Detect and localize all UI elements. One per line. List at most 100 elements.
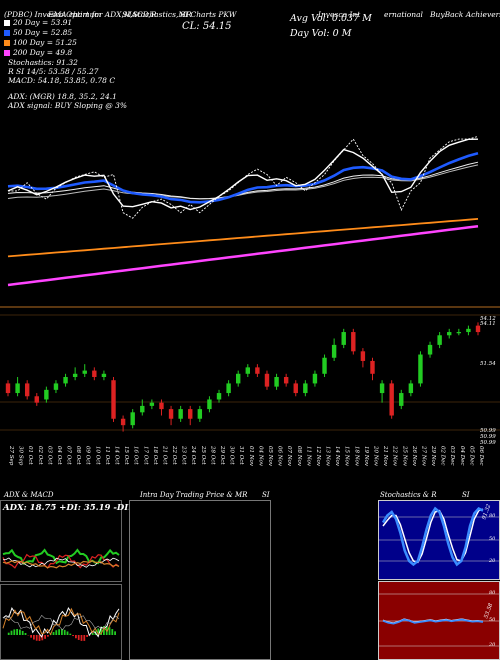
rsi-tick-80: 80 — [489, 590, 496, 596]
candle-body — [149, 402, 155, 406]
candle-body — [399, 393, 404, 406]
date-tick-label: 09 Oct — [85, 446, 91, 465]
candle-body — [283, 377, 289, 384]
candle-body — [236, 373, 241, 384]
candle-body — [72, 373, 78, 377]
ema200-line — [7, 218, 479, 258]
date-tick-label: 25 Nov — [401, 445, 407, 467]
date-tick-label: 02 Oct — [37, 446, 43, 465]
ema50-label: 50 Day = 52.85 — [13, 28, 73, 37]
stoch-tick-80: 80 — [489, 513, 496, 519]
date-tick-label: 03 Oct — [46, 446, 52, 465]
date-tick-label: 15 Oct — [123, 446, 129, 465]
rsi-panel: 80 50 20 53.58 — [378, 581, 500, 660]
date-tick-label: 01 Nov — [248, 446, 254, 467]
candle-body — [360, 351, 366, 361]
ema50-swatch — [4, 30, 10, 36]
macd-histogram-bar — [97, 628, 100, 635]
date-tick-label: 26 Nov — [411, 445, 417, 467]
candle-body — [101, 373, 107, 377]
candle-body — [447, 332, 452, 336]
macd-histogram-bar — [24, 632, 27, 635]
stoch-panel-title: Stochastics & R — [380, 491, 437, 499]
macd-histogram-bar — [63, 629, 66, 635]
candle-body — [24, 383, 30, 397]
date-tick-label: 04 Oct — [56, 446, 62, 465]
date-tick-label: 27 Nov — [420, 445, 426, 467]
ema100-label: 100 Day = 51.25 — [13, 38, 77, 47]
candle-body — [341, 332, 346, 345]
intraday-panel-title: Intra Day Trading Price & MR — [140, 491, 248, 499]
date-tick-label: 30 Sep — [18, 446, 24, 466]
price-label: 54.11 — [480, 321, 496, 327]
rsi-readout: R SI 14/5: 53.58 / 55.27 — [8, 67, 99, 76]
macd-readout: MACD: 54.18, 53.85, 0.78 C — [8, 76, 116, 85]
macd-histogram-bar — [13, 629, 16, 635]
candle-body — [293, 383, 298, 394]
candle-body — [466, 328, 471, 333]
stochastics-readout: Stochastics: 91.32 — [8, 58, 78, 67]
date-tick-label: 17 Oct — [142, 446, 148, 465]
macd-histogram-bar — [80, 635, 83, 641]
adx-panel: ADX: 18.75 +DI: 35.19 -DI: 24.07 — [0, 500, 161, 582]
macd-histogram-bar — [91, 632, 94, 635]
candlestick-layer — [5, 322, 481, 432]
price-label: 50.99 — [480, 440, 496, 446]
date-axis: 27 Sep 30 Sep 01 Oct 02 Oct 03 Oct 04 Oct 07 O… — [8, 445, 484, 467]
stochastics-lines — [379, 506, 499, 567]
ema50-line — [7, 152, 479, 204]
minus-di-line — [2, 553, 120, 569]
ema200-label: 200 Day = 49.8 — [13, 48, 73, 57]
date-tick-label: 01 Oct — [27, 446, 33, 465]
date-tick-label: 06 Nov — [277, 446, 283, 467]
macd-histogram-bar — [72, 635, 74, 637]
chart-subtitle-3: SI Charts PKW — [180, 10, 237, 19]
date-tick-label: 29 Nov — [430, 445, 436, 467]
date-tick-label: 08 Oct — [75, 446, 81, 465]
date-tick-label: 11 Oct — [104, 446, 110, 465]
macd-histogram-bar — [114, 631, 116, 635]
date-tick-label: 18 Nov — [353, 446, 359, 467]
candle-body — [370, 360, 375, 374]
candle-body — [322, 357, 327, 374]
date-tick-label: 27 Sep — [8, 445, 14, 466]
ema-overlay-layer — [7, 135, 479, 287]
stoch-k-line — [381, 506, 484, 567]
date-tick-label: 14 Nov — [334, 446, 340, 467]
adx-values: ADX: 18.75 +DI: 35.19 -DI: 24.07 — [3, 503, 161, 513]
candle-body — [331, 344, 337, 358]
date-tick-label: 05 Nov — [267, 446, 273, 467]
macd-histogram-bar — [19, 629, 21, 635]
candle-body — [427, 344, 433, 355]
candle-body — [34, 396, 39, 403]
ema200-swatch — [4, 50, 10, 56]
date-tick-label: 28 Oct — [209, 445, 215, 465]
ema20-swatch — [4, 20, 10, 26]
macd-histogram-bar — [38, 635, 41, 641]
candle-body — [264, 373, 270, 387]
macd-histogram-bar — [44, 635, 46, 639]
candle-body — [140, 405, 145, 413]
rsi-line — [382, 618, 484, 625]
macd-histogram-bar — [47, 635, 49, 637]
date-tick-label: 04 Nov — [257, 446, 263, 467]
candle-body — [475, 325, 481, 333]
candle-body — [312, 373, 318, 384]
adx-signal-line — [2, 560, 120, 569]
macd-histogram-bar — [61, 629, 63, 635]
intraday-panel-si: SI — [262, 491, 270, 499]
candle-body — [53, 383, 59, 390]
stoch-tick-50: 50 — [489, 536, 496, 542]
chart-subtitle-6: BuyBack Achievers — [430, 10, 500, 19]
date-tick-label: 23 Oct — [181, 445, 187, 465]
ema100b-line — [7, 164, 479, 200]
candle-body — [389, 383, 394, 416]
ema100-swatch — [4, 40, 10, 46]
macd-histogram-bar — [7, 632, 10, 635]
chart-subtitle: EMA chart for ADX,MACD,R — [48, 10, 157, 19]
candle-body — [245, 367, 250, 374]
chart-subtitle-5: ernational — [384, 10, 423, 19]
macd-histogram-bar — [58, 629, 60, 635]
candle-body — [437, 335, 442, 345]
candle-body — [5, 383, 11, 394]
